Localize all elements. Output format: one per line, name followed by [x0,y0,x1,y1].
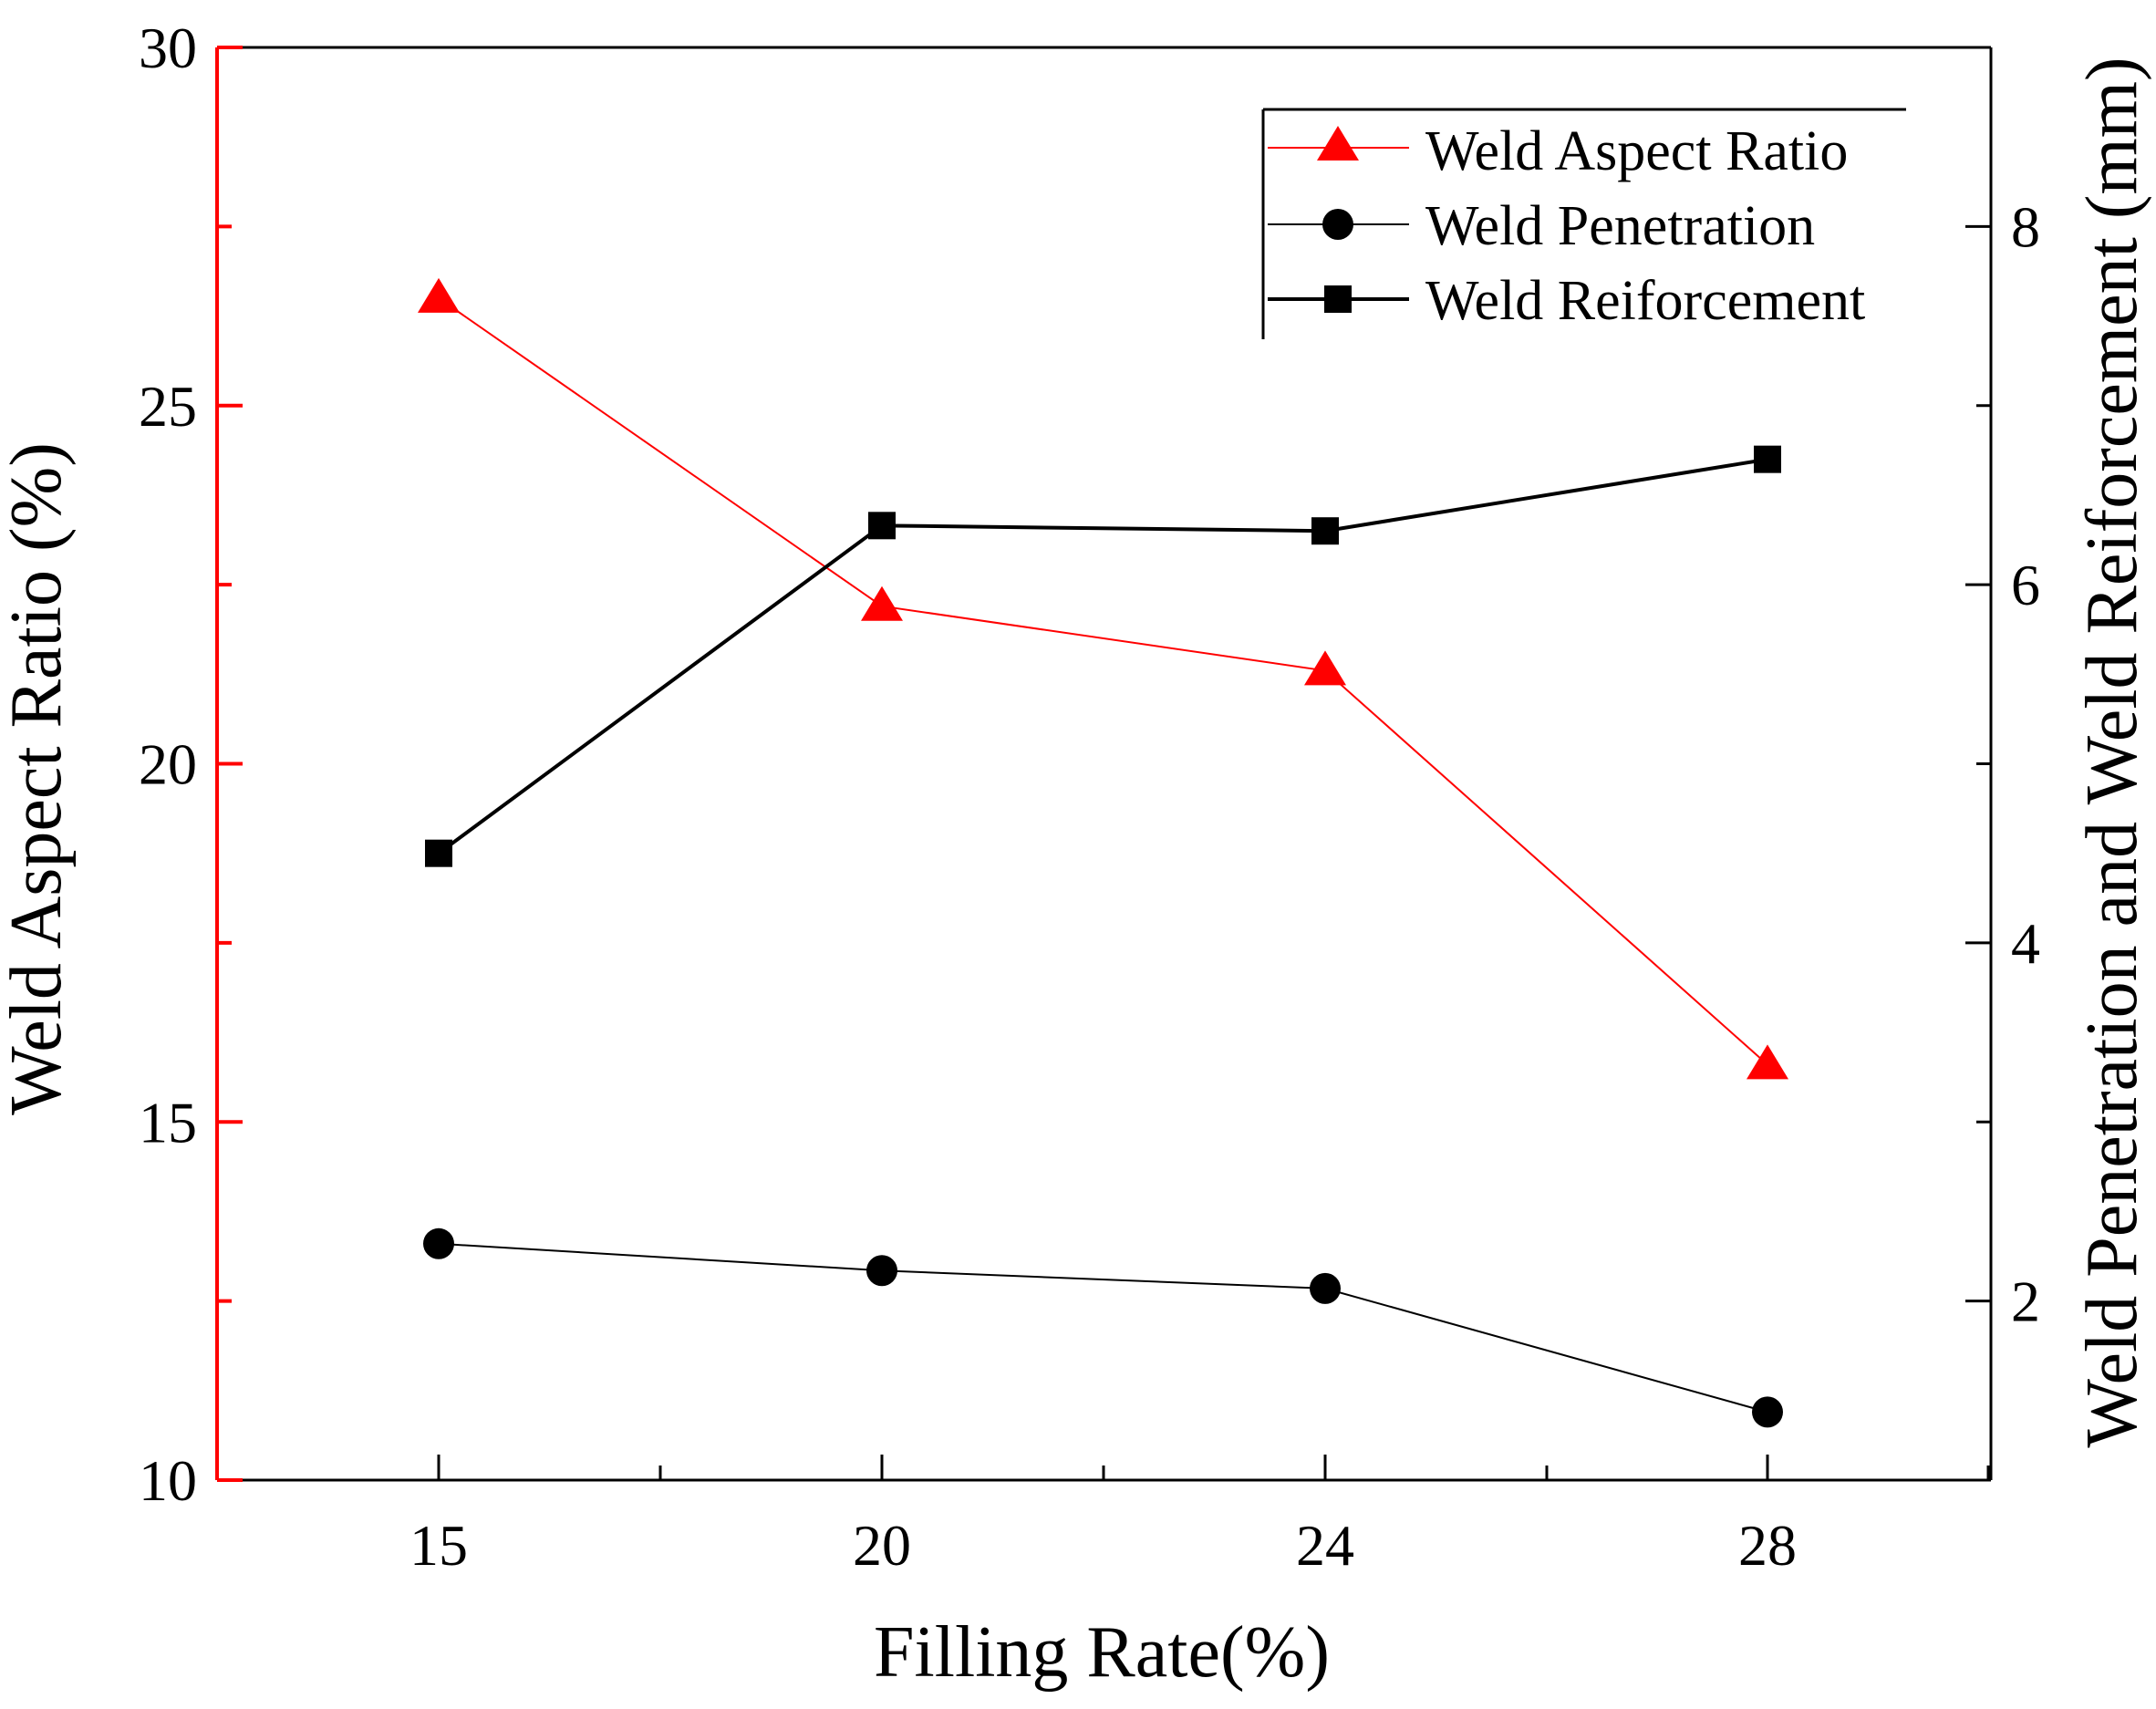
data-point-circle [423,1227,454,1259]
series-lines [437,297,1768,1414]
legend: Weld Aspect Ratio Weld Penetration Weld … [1261,108,1906,339]
data-point-triangle [1747,1044,1788,1080]
x-tick-label: 24 [1296,1513,1354,1578]
x-tick-label: 20 [853,1513,911,1578]
data-point-triangle [1304,650,1346,686]
data-point-square [1754,445,1781,473]
data-point-triangle [418,277,460,313]
data-point-square [425,839,452,867]
x-axis-title: Filling Rate(%) [874,1612,1330,1693]
series-markers [418,277,1788,1428]
legend-label-aspect-ratio: Weld Aspect Ratio [1425,120,1848,182]
right-tick-label: 8 [2011,194,2040,259]
left-tick-label: 15 [139,1090,197,1155]
data-point-square [868,512,896,540]
right-tick-label: 2 [2011,1269,2040,1334]
left-axis-title: Weld Aspect Ratio (%) [0,442,77,1115]
left-tick-label: 30 [139,16,197,80]
right-axis-title: Weld Penetration and Weld Reiforcement (… [2072,57,2152,1447]
data-point-triangle [861,585,903,621]
data-point-circle [1752,1396,1783,1428]
legend-label-reinforcement: Weld Reiforcement [1425,270,1865,332]
legend-marker-circle [1322,209,1353,240]
series-line-square [437,457,1768,855]
series-line-circle [438,1242,1768,1414]
x-tick-label: 15 [409,1513,468,1578]
left-tick-label: 25 [139,374,197,439]
legend-marker-square [1324,285,1352,313]
left-tick-label: 20 [139,732,197,797]
left-tick-label: 10 [139,1448,197,1513]
data-point-circle [1310,1272,1341,1304]
data-point-square [1311,517,1339,545]
data-point-circle [866,1255,897,1287]
right-tick-label: 6 [2011,553,2040,617]
right-tick-label: 4 [2011,911,2040,976]
x-tick-label: 28 [1738,1513,1797,1578]
legend-label-penetration: Weld Penetration [1425,195,1815,257]
series-line-triangle [438,297,1768,1066]
legend-marker-triangle [1317,126,1359,161]
